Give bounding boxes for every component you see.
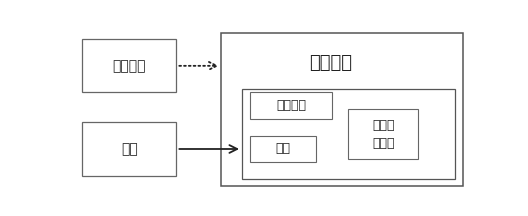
Bar — [250, 136, 316, 162]
Text: 主控芯片: 主控芯片 — [276, 99, 306, 112]
Bar — [242, 89, 455, 179]
Bar — [250, 92, 332, 119]
Bar — [348, 109, 418, 159]
Text: 内存: 内存 — [276, 143, 290, 156]
Bar — [82, 39, 176, 92]
Bar — [222, 33, 463, 186]
Text: 存储设备: 存储设备 — [309, 54, 352, 72]
Text: 系统电源: 系统电源 — [112, 59, 146, 73]
Text: 非易失
性存储: 非易失 性存储 — [372, 119, 394, 149]
Text: 电池: 电池 — [121, 142, 138, 156]
Bar — [82, 122, 176, 176]
